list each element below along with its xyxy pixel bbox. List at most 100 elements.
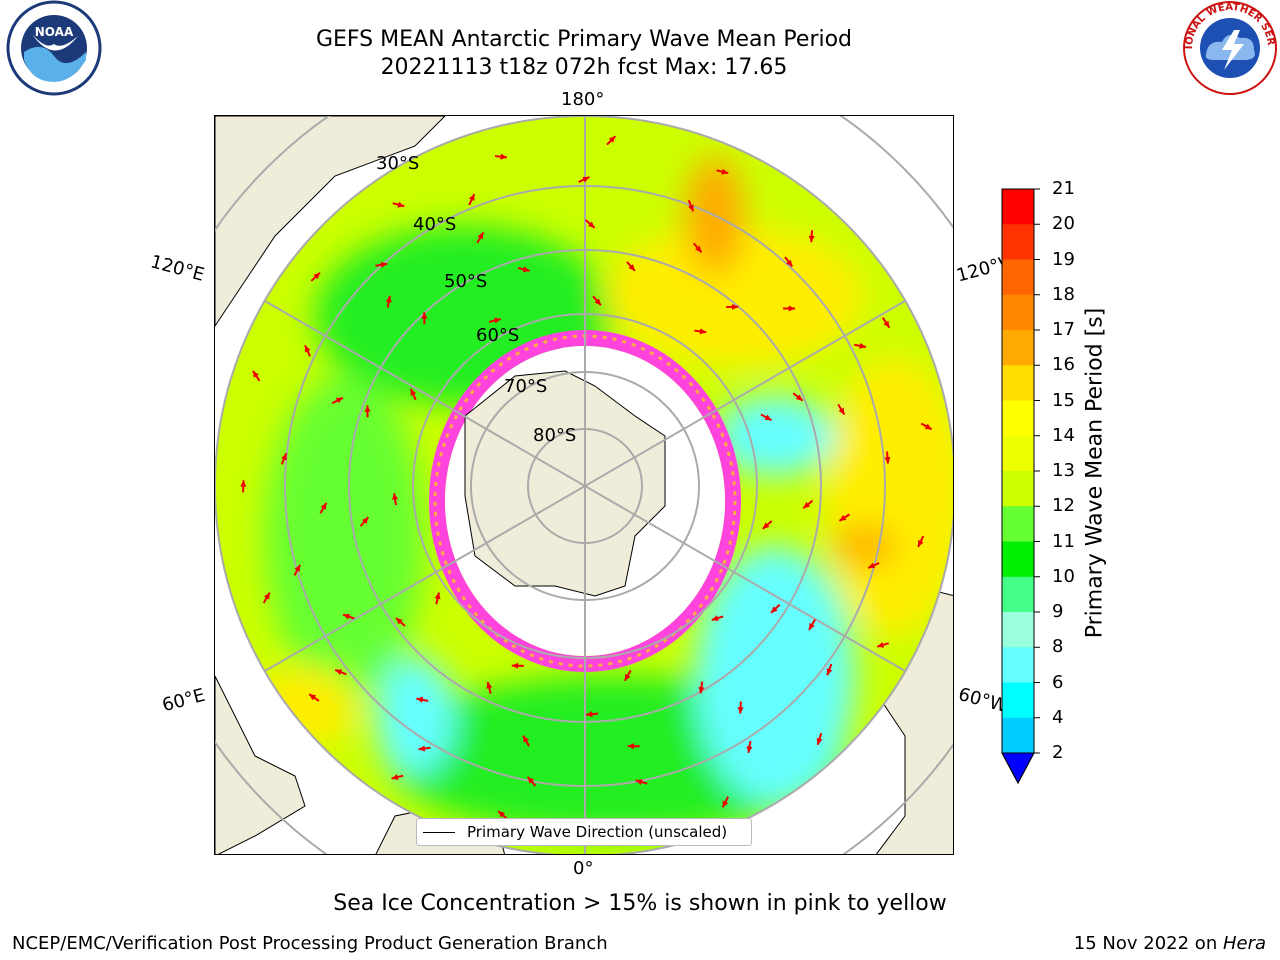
colorbar-tick-label: 17 [1052,319,1075,340]
wave-direction-arrowhead [918,539,924,547]
lat-label-70s: 70°S [504,376,548,397]
colorbar-tick-label: 19 [1052,248,1075,270]
colorbar-segment [1002,647,1034,683]
wave-direction-arrowhead [391,774,399,781]
legend-line-icon [423,831,455,833]
wave-direction-arrowhead [722,800,729,808]
wave-direction-arrowhead [721,168,729,175]
lat-label-60s: 60°S [476,325,520,346]
wave-direction-arrowhead [416,696,424,703]
colorbar-tick-label: 10 [1052,565,1075,587]
wave-direction-arrowhead [788,305,796,312]
graticule [215,116,953,854]
colorbar-tick-label: 16 [1052,354,1075,376]
wave-direction-arrowhead [361,517,369,524]
map-legend: Primary Wave Direction (unscaled) [416,818,752,846]
wave-direction-arrowhead [698,686,705,694]
wave-direction-arrowhead [380,261,388,268]
colorbar-tick-label: 9 [1052,601,1064,622]
wave-direction-arrowhead [628,264,635,271]
colorbar-segment [1002,682,1034,719]
chart-subtitle: 20221113 t18z 072h fcst Max: 17.65 [380,55,788,80]
wave-direction-arrowhead [252,370,259,378]
colorbar-tick-label: 11 [1052,530,1075,552]
colorbar-segment [1002,717,1034,754]
colorbar-tick-label: 15 [1052,389,1075,411]
wave-direction-arrowhead [395,618,403,625]
wave-direction-arrowhead [342,613,350,620]
wave-direction-arrowhead [304,345,311,353]
noaa-logo: NOAA [6,0,102,96]
chart-title: GEFS MEAN Antarctic Primary Wave Mean Pe… [315,27,853,52]
colorbar-outline [1001,188,1035,785]
lat-label-50s: 50°S [444,271,488,292]
wave-direction-arrowhead [493,317,501,324]
antarctica-land [464,370,666,597]
wave-direction-arrowhead [410,388,417,396]
wave-direction-arrowhead [826,668,833,676]
wave-direction-arrowhead [770,606,778,613]
wave-direction-arrowhead [263,592,270,600]
wave-direction-arrowhead [635,779,643,785]
colorbar-tick-label: 21 [1052,178,1075,199]
wave-direction-arrowhead [498,811,505,818]
wave-direction-arrowhead [500,153,507,160]
wave-direction-arrowhead [816,737,823,745]
wave-direction-arrowhead [803,501,811,509]
wave-direction-arrowhead [587,221,595,228]
lon-label-60e: 60°E [160,684,208,717]
wave-direction-arrowhead [294,564,301,572]
colorbar-tick-label: 13 [1052,460,1075,481]
wave-direction-arrowhead [421,312,428,319]
wave-direction-arrowhead [335,397,343,404]
run-date: 15 Nov 2022 on Hera [1074,933,1266,954]
wave-direction-arrowhead [582,176,590,183]
wave-direction-arrowhead [364,405,371,412]
colorbar-segment [1002,471,1034,507]
wave-direction-arrowhead [527,776,535,784]
wave-direction-arrowhead [764,414,772,421]
sea-ice-note: Sea Ice Concentration > 15% is shown in … [333,891,947,916]
machine-name: Hera [1222,933,1266,954]
wave-direction-arrowhead [418,745,426,752]
polar-map [214,115,954,855]
nws-logo: NATIONAL WEATHER SERVICE [1178,0,1277,95]
lat-label-30s: 30°S [376,153,420,174]
credit-text: NCEP/EMC/Verification Post Processing Pr… [12,933,608,954]
colorbar-tick-label: 4 [1052,706,1064,728]
wave-direction-arrowhead [838,407,845,415]
wave-direction-arrowhead [240,480,247,487]
wave-direction-arrowhead [434,592,441,600]
wave-direction-arrowhead [486,681,493,689]
wave-direction-arrowhead [468,194,475,202]
wave-direction-arrowhead [737,707,744,714]
colorbar-segment [1002,365,1034,401]
colorbar-tick-label: 8 [1052,636,1064,658]
lon-label-120e: 120°E [148,251,207,286]
colorbar-extend [1001,752,1035,785]
colorbar-label: Primary Wave Mean Period [s] [1082,307,1108,639]
wave-direction-arrowhead [523,735,529,743]
wave-direction-arrowhead [335,669,343,676]
wave-direction-arrowhead [320,502,327,510]
colorbar-segment [1002,576,1034,613]
wave-direction-arrowhead [688,204,694,212]
wave-direction-arrowhead [608,136,616,143]
wave-direction-arrowhead [397,201,405,208]
wave-direction-arrowhead [281,453,287,461]
wave-direction-arrowhead [731,303,739,310]
colorbar-segment [1002,259,1034,296]
wave-direction-arrowhead [808,235,815,243]
wave-direction-arrowhead [699,328,707,335]
colorbar-tick-label: 12 [1052,495,1075,517]
wave-direction-arrowhead [809,622,815,630]
wave-direction-arrowhead [884,456,891,464]
wave-direction-arrowhead [924,423,932,430]
colorbar-tick-label: 20 [1052,213,1075,235]
wave-direction-arrowhead [786,259,793,267]
wave-direction-arrowhead [627,743,635,750]
wave-direction-arrowhead [477,232,484,240]
colorbar-tick-label: 14 [1052,424,1075,446]
wave-direction-arrowhead [868,562,876,569]
colorbar-segment [1002,189,1034,225]
